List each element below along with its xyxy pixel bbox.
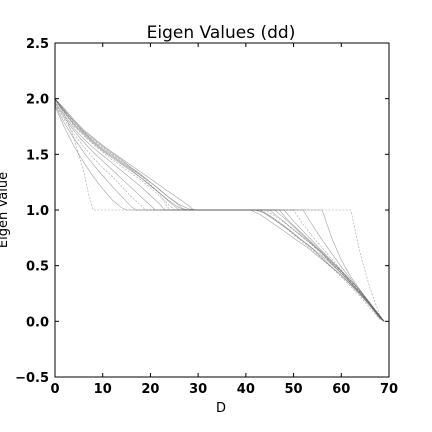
series-lines xyxy=(54,98,385,322)
series-line xyxy=(54,102,385,322)
y-tick-label: −0.5 xyxy=(15,371,49,386)
x-axis-label: D xyxy=(216,401,226,416)
series-line xyxy=(54,106,385,322)
x-tick-label: 70 xyxy=(380,382,398,397)
series-line xyxy=(54,104,385,322)
series-line xyxy=(54,99,385,322)
series-line xyxy=(54,105,385,322)
y-tick-label: 2.0 xyxy=(26,93,49,108)
series-line xyxy=(54,101,385,322)
y-tick-label: 2.5 xyxy=(26,37,49,52)
y-tick-labels: −0.5 0.0 0.5 1.0 1.5 2.0 2.5 xyxy=(15,37,49,386)
x-tick-label: 60 xyxy=(332,382,350,397)
series-line xyxy=(54,100,385,322)
series-line xyxy=(54,99,385,322)
y-tick-label: 0.5 xyxy=(26,260,49,275)
y-tick-label: 0.0 xyxy=(26,315,49,330)
plot-frame xyxy=(54,42,390,378)
series-line xyxy=(54,98,385,322)
chart-title: Eigen Values (dd) xyxy=(147,23,296,43)
x-tick-labels: 0 10 20 30 40 50 60 70 xyxy=(50,382,398,397)
x-tick-label: 10 xyxy=(94,382,112,397)
x-tick-label: 40 xyxy=(237,382,255,397)
x-tick-label: 20 xyxy=(141,382,159,397)
x-tick-label: 0 xyxy=(50,382,59,397)
x-tick-label: 30 xyxy=(189,382,207,397)
y-axis-label: Eigen Value xyxy=(0,172,11,248)
y-tick-label: 1.0 xyxy=(26,204,49,219)
x-tick-label: 50 xyxy=(285,382,303,397)
y-tick-label: 1.5 xyxy=(26,148,49,163)
